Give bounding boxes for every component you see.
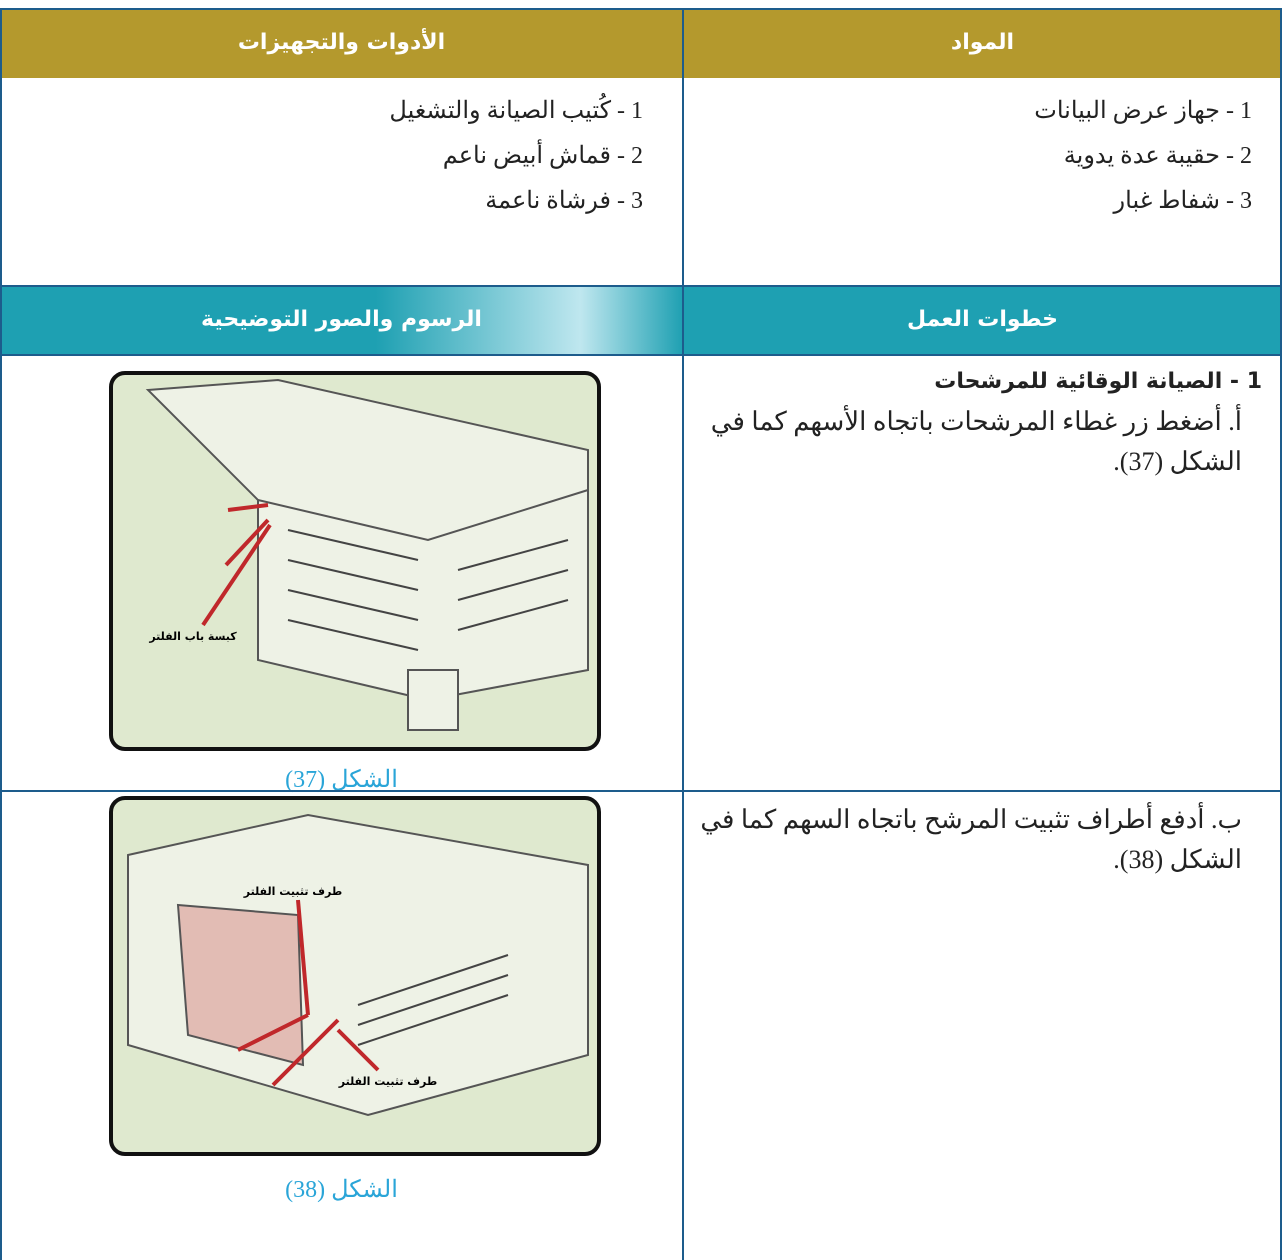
list-item: 2 - قماش أبيض ناعم [442,143,643,169]
step-2: ب. أدفع أطراف تثبيت المرشح باتجاه السهم … [683,800,1282,880]
border [0,8,1282,10]
tools-list: 1 - كُتيب الصيانة والتشغيل 2 - قماش أبيض … [0,96,683,231]
figure-label: طرف تثبيت الفلتر [243,885,343,898]
list-item: 1 - جهاز عرض البيانات [1034,98,1252,124]
figure-38: طرف تثبيت الفلتر طرف تثبيت الفلتر [109,796,601,1156]
border [1280,8,1282,1260]
figures-header: الرسوم والصور التوضيحية [0,286,683,355]
list-item: 3 - شفاط غبار [1113,188,1252,214]
materials-list: 1 - جهاز عرض البيانات 2 - حقيبة عدة يدوية… [683,96,1282,231]
border [0,8,2,1260]
figure-caption: الشكل (38) [285,1177,398,1203]
list-item: 3 - فرشاة ناعمة [485,188,643,214]
figure-label: كبسة باب الفلتر [148,630,237,643]
border [0,285,1282,287]
border [0,354,1282,356]
border [682,8,684,1260]
figure-37: كبسة باب الفلتر [109,371,601,751]
tools-header: الأدوات والتجهيزات [0,10,683,78]
steps-header: خطوات العمل [683,286,1282,355]
list-item: 1 - كُتيب الصيانة والتشغيل [389,98,643,124]
step-text: ب. أدفع أطراف تثبيت المرشح باتجاه السهم … [700,805,1242,874]
step-1: 1 - الصيانة الوقائية للمرشحات أ. أضغط زر… [683,362,1282,482]
step-title: 1 - الصيانة الوقائية للمرشحات [934,369,1262,394]
figure-label: طرف تثبيت الفلتر [338,1075,438,1088]
figure-caption: الشكل (37) [285,767,398,793]
border [0,790,1282,792]
list-item: 2 - حقيبة عدة يدوية [1063,143,1252,169]
step-text: أ. أضغط زر غطاء المرشحات باتجاه الأسهم ك… [710,407,1242,476]
materials-header: المواد [683,10,1282,78]
